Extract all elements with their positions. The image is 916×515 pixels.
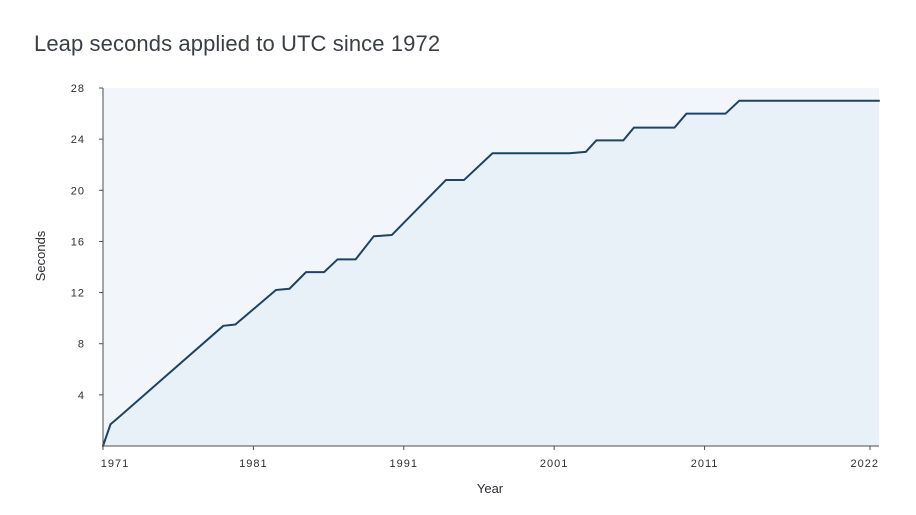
x-tick-label: 1981 [239,458,267,470]
x-axis-title: Year [477,481,504,496]
x-tick-label: 2022 [851,458,879,470]
y-axis-title: Seconds [33,230,48,281]
y-tick-label: 20 [71,185,85,197]
series-area-0 [103,100,879,446]
y-tick-label: 28 [71,83,85,95]
chart-title: Leap seconds applied to UTC since 1972 [34,31,441,56]
y-tick-label: 16 [71,236,85,248]
series-line-0 [102,99,880,447]
x-tick-label: 1971 [101,458,129,470]
y-tick-label: 24 [71,134,85,146]
y-tick-label: 4 [78,390,85,402]
y-tick-label: 8 [78,339,85,351]
x-tick-label: 2001 [540,458,568,470]
x-tick-label: 1991 [390,458,418,470]
x-tick-label: 2011 [691,458,719,470]
y-tick-label: 12 [71,288,85,300]
